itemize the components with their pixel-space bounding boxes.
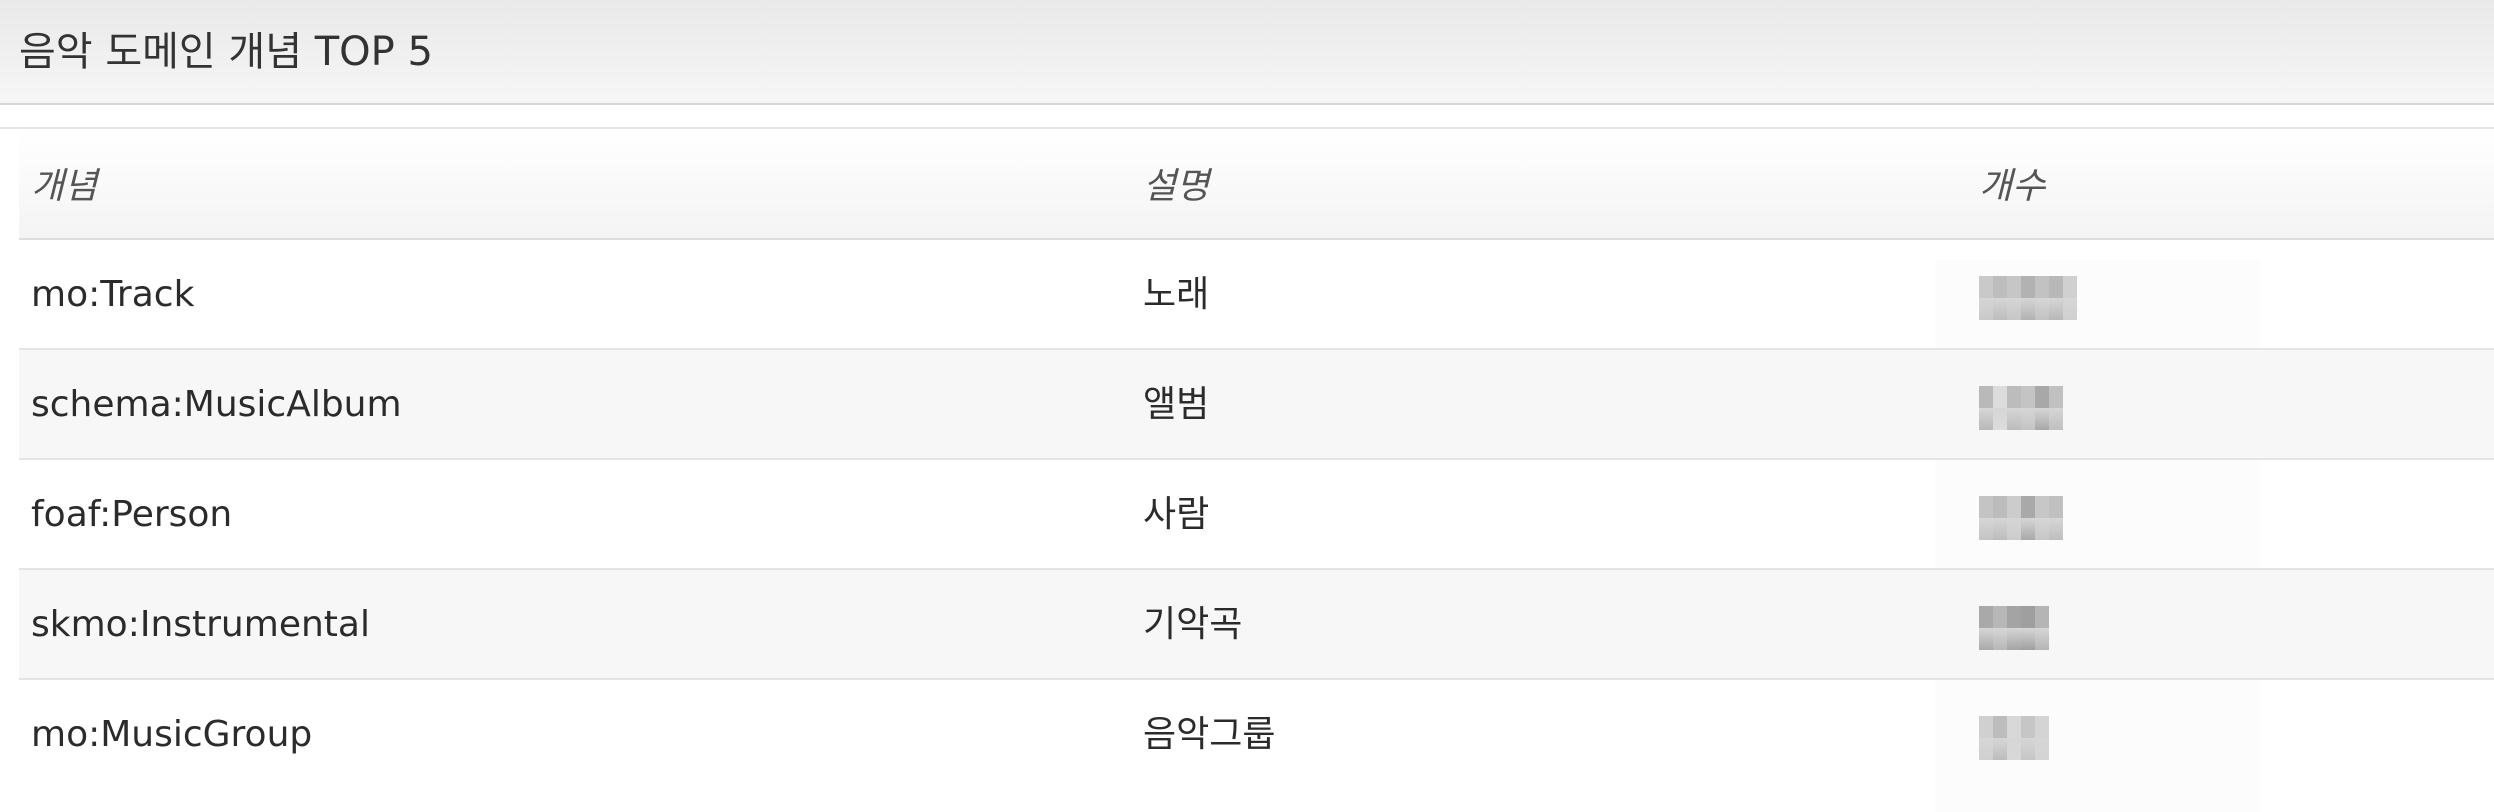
redaction-pixel — [2049, 496, 2063, 540]
redaction-pixel — [1993, 386, 2007, 430]
header-divider — [0, 105, 2494, 129]
redacted-count — [1979, 496, 2063, 540]
page-title: 음악 도메인 개념 TOP 5 — [19, 29, 433, 75]
table-header-row: 개념 설명 개수 — [19, 129, 2494, 240]
table-row: mo:MusicGroup 음악그룹 — [19, 680, 2494, 790]
redaction-pixel — [2035, 276, 2049, 320]
redaction-pixel — [2021, 386, 2035, 430]
redaction-pixel — [1979, 386, 1993, 430]
redaction-pixel — [2035, 606, 2049, 650]
redaction-pixel — [2021, 606, 2035, 650]
concept-cell: foaf:Person — [31, 494, 233, 535]
redacted-count — [1979, 386, 2063, 430]
redacted-count — [1979, 716, 2049, 760]
concept-table: 개념 설명 개수 mo:Track 노래 schema:MusicAlbum 앨… — [19, 129, 2494, 790]
redaction-pixel — [2007, 606, 2021, 650]
redaction-pixel — [1993, 716, 2007, 760]
description-cell: 기악곡 — [1143, 604, 1243, 645]
redaction-pixel — [2063, 276, 2077, 320]
redaction-pixel — [2049, 386, 2063, 430]
table-row: schema:MusicAlbum 앨범 — [19, 350, 2494, 460]
table-row: foaf:Person 사람 — [19, 460, 2494, 570]
description-cell: 앨범 — [1143, 384, 1210, 425]
redaction-pixel — [1979, 716, 1993, 760]
description-cell: 사람 — [1143, 494, 1210, 535]
redaction-pixel — [2021, 496, 2035, 540]
redaction-pixel — [2021, 716, 2035, 760]
redaction-pixel — [1979, 276, 1993, 320]
redaction-pixel — [2007, 276, 2021, 320]
redaction-pixel — [2007, 386, 2021, 430]
redaction-pixel — [2007, 716, 2021, 760]
redaction-pixel — [2049, 276, 2063, 320]
table-row: mo:Track 노래 — [19, 240, 2494, 350]
redaction-pixel — [2035, 496, 2049, 540]
redaction-pixel — [1993, 606, 2007, 650]
column-header-description: 설명 — [1143, 166, 1210, 207]
page-header: 음악 도메인 개념 TOP 5 — [0, 0, 2494, 105]
column-header-count: 개수 — [1979, 166, 2046, 207]
description-cell: 음악그룹 — [1143, 714, 1276, 755]
redaction-pixel — [2035, 716, 2049, 760]
redaction-pixel — [2021, 276, 2035, 320]
description-cell: 노래 — [1143, 274, 1210, 315]
concept-cell: schema:MusicAlbum — [31, 384, 402, 425]
redaction-pixel — [2007, 496, 2021, 540]
column-header-concept: 개념 — [31, 166, 98, 207]
concept-cell: mo:MusicGroup — [31, 714, 313, 755]
redaction-pixel — [1979, 496, 1993, 540]
redacted-count — [1979, 276, 2077, 320]
concept-cell: mo:Track — [31, 274, 195, 315]
redaction-pixel — [1979, 606, 1993, 650]
redacted-count — [1979, 606, 2049, 650]
concept-cell: skmo:Instrumental — [31, 604, 370, 645]
redaction-pixel — [2035, 386, 2049, 430]
redaction-pixel — [1993, 496, 2007, 540]
table-row: skmo:Instrumental 기악곡 — [19, 570, 2494, 680]
redaction-pixel — [1993, 276, 2007, 320]
